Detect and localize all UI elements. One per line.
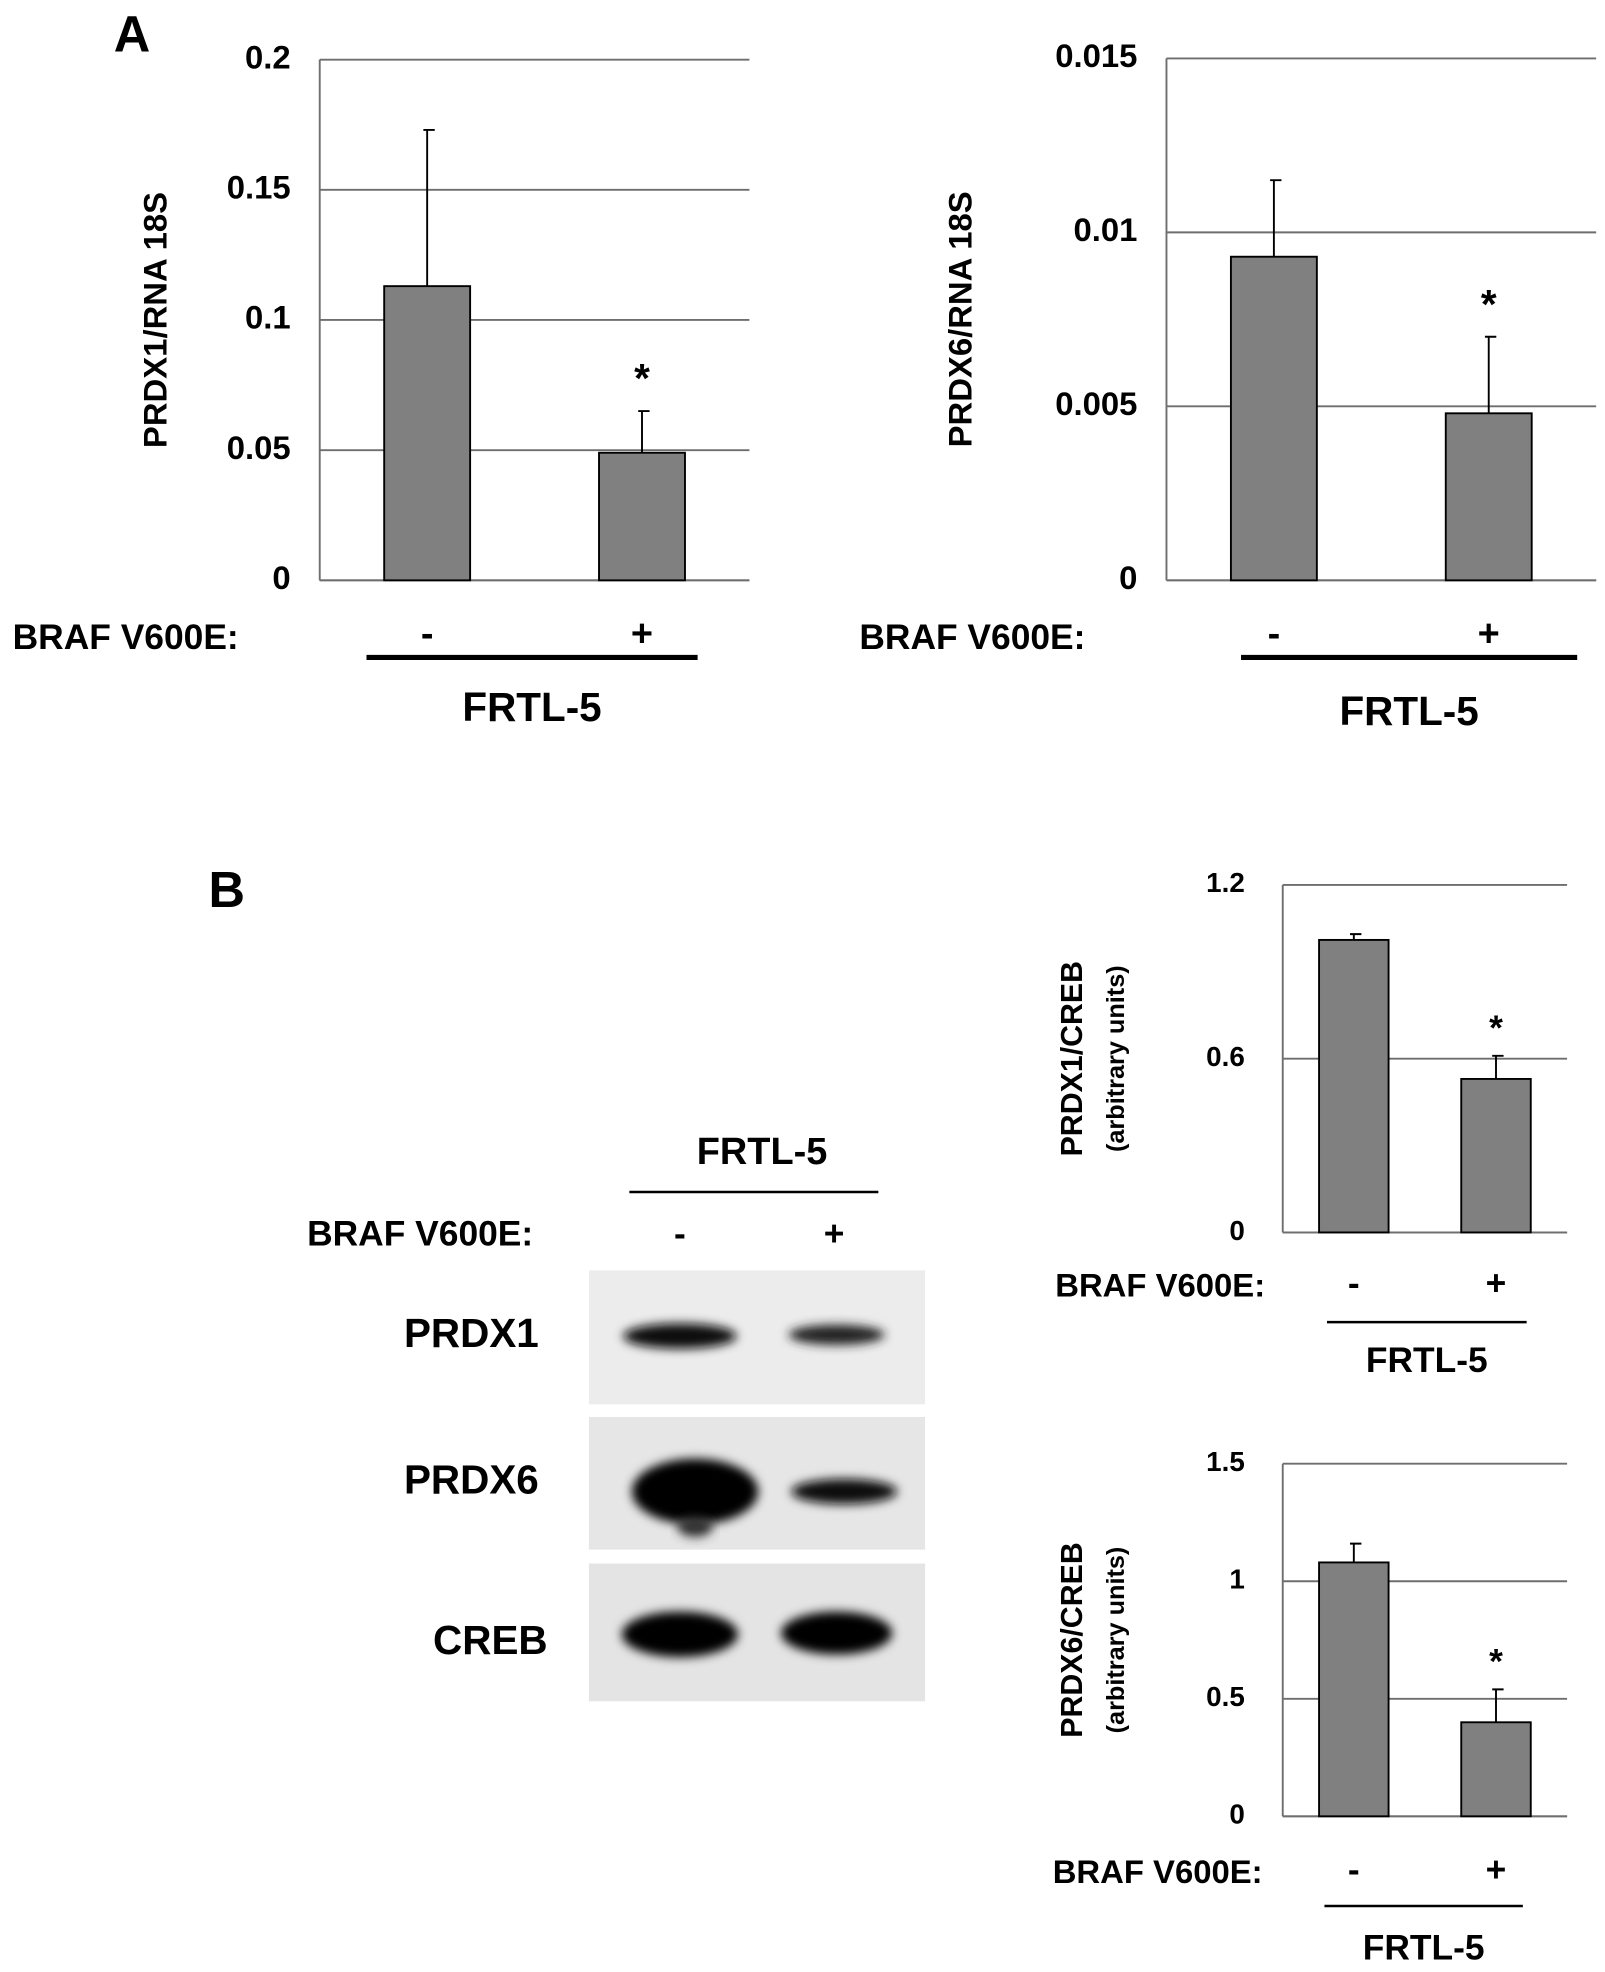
group-label: FRTL-5 bbox=[1363, 1929, 1485, 1968]
y-tick-label: 0 bbox=[1119, 559, 1137, 596]
group-label: FRTL-5 bbox=[462, 684, 601, 730]
significance-marker: * bbox=[1481, 281, 1497, 327]
y-axis-label: PRDX1/CREB bbox=[1056, 961, 1089, 1157]
blot-row-label: PRDX6 bbox=[404, 1456, 539, 1502]
blot-category: + bbox=[824, 1215, 845, 1254]
y-tick-label: 1 bbox=[1229, 1564, 1244, 1595]
y-tick-label: 0.01 bbox=[1073, 211, 1137, 248]
blot-image bbox=[588, 1270, 926, 1702]
category-title: BRAF V600E: bbox=[859, 618, 1085, 657]
y-tick-label: 1.5 bbox=[1206, 1446, 1245, 1477]
error-bar bbox=[1270, 179, 1282, 257]
y-tick-label: 0 bbox=[1229, 1799, 1244, 1830]
bar bbox=[1229, 255, 1318, 582]
y-tick-label: 0.005 bbox=[1055, 385, 1137, 422]
x-tick-label: + bbox=[1486, 1264, 1507, 1303]
category-title: BRAF V600E: bbox=[1055, 1267, 1265, 1304]
y-tick-label: 0.6 bbox=[1206, 1041, 1245, 1072]
y-tick-label: 0.15 bbox=[227, 168, 291, 205]
significance-marker: * bbox=[1489, 1643, 1503, 1682]
y-tick-label: 0.015 bbox=[1055, 37, 1137, 74]
error-bar bbox=[1350, 1542, 1362, 1563]
bar bbox=[1460, 1721, 1532, 1818]
x-tick-label: + bbox=[631, 613, 653, 655]
y-axis-label: PRDX1/RNA 18S bbox=[137, 192, 174, 448]
y-axis-label: PRDX6/CREB bbox=[1056, 1542, 1089, 1738]
y-tick-label: 1.2 bbox=[1206, 867, 1245, 898]
y-axis-label: PRDX6/RNA 18S bbox=[942, 191, 979, 447]
x-tick-label: - bbox=[1268, 613, 1281, 655]
error-bar bbox=[638, 410, 650, 453]
group-label: FRTL-5 bbox=[1339, 688, 1478, 734]
error-bar bbox=[423, 128, 435, 287]
y-tick-label: 0.1 bbox=[245, 299, 291, 336]
bar bbox=[1460, 1077, 1532, 1234]
bar bbox=[1318, 938, 1390, 1234]
error-bar bbox=[1492, 1688, 1504, 1723]
error-bar bbox=[1492, 1054, 1504, 1079]
blot-title: FRTL-5 bbox=[697, 1131, 828, 1173]
panel-label: B bbox=[209, 861, 246, 918]
category-title: BRAF V600E: bbox=[1053, 1853, 1263, 1890]
blot-row-label: CREB bbox=[433, 1617, 548, 1663]
x-tick-label: - bbox=[1348, 1850, 1360, 1889]
y-tick-label: 0.5 bbox=[1206, 1681, 1245, 1712]
y-tick-label: 0 bbox=[272, 559, 290, 596]
bar bbox=[1444, 412, 1533, 582]
bar bbox=[1318, 1561, 1390, 1818]
x-tick-label: + bbox=[1486, 1850, 1507, 1889]
error-bar bbox=[1350, 933, 1362, 940]
panel-label: A bbox=[114, 6, 151, 63]
x-tick-label: - bbox=[1348, 1264, 1360, 1303]
significance-marker: * bbox=[634, 355, 650, 401]
significance-marker: * bbox=[1489, 1009, 1503, 1048]
error-bar bbox=[1484, 335, 1497, 414]
y-tick-label: 0.2 bbox=[245, 38, 291, 75]
y-axis-sublabel: (arbitrary units) bbox=[1102, 1547, 1130, 1734]
y-tick-label: 0.05 bbox=[227, 429, 291, 466]
y-axis-sublabel: (arbitrary units) bbox=[1102, 965, 1130, 1152]
bar bbox=[383, 285, 472, 582]
blot-row-label: PRDX1 bbox=[404, 1310, 539, 1356]
category-title: BRAF V600E: bbox=[13, 618, 239, 657]
x-tick-label: + bbox=[1478, 613, 1500, 655]
group-label: FRTL-5 bbox=[1366, 1341, 1488, 1380]
blot-category-title: BRAF V600E: bbox=[307, 1215, 533, 1254]
x-tick-label: - bbox=[421, 613, 434, 655]
blot-category: - bbox=[674, 1215, 686, 1254]
y-tick-label: 0 bbox=[1229, 1215, 1244, 1246]
bar bbox=[598, 451, 686, 582]
